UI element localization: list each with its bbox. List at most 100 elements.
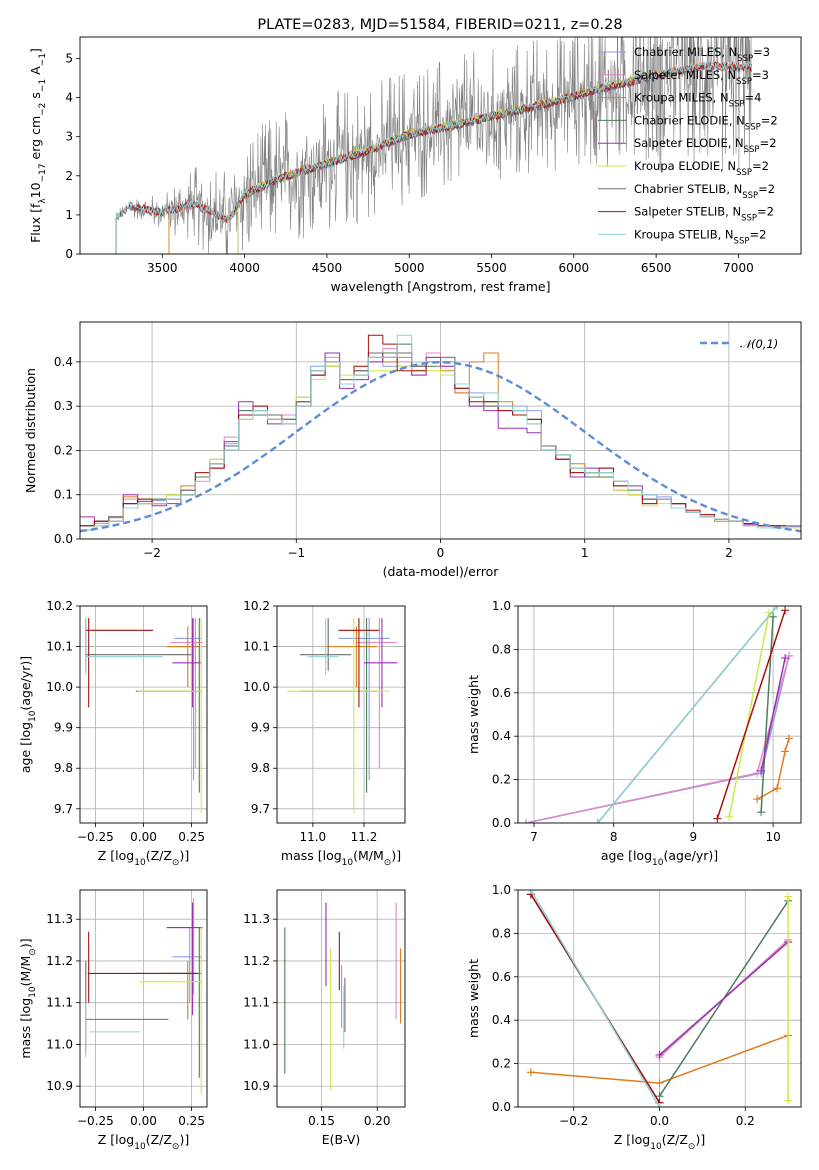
plot-area — [80, 890, 207, 1107]
y-axis-label: mass [log10(M/M⊙)] — [18, 938, 38, 1058]
model-spectrum-kroupa_stelib — [115, 60, 752, 254]
mass-weight-vs-metallicity-panel: −0.2 0.0 0.2 0.0 0.2 0.4 0.6 0.8 1.0 Z [log10(Z/Z… — [466, 883, 802, 1152]
legend-label-normal: 𝒩(0,1) — [740, 337, 778, 351]
weight-line-kroupa_stelib — [530, 890, 661, 1107]
x-tick-label: 0.20 — [364, 1114, 391, 1128]
x-tick-label: 9 — [690, 830, 698, 844]
age-vs-mass-panel: 11.0 11.2 9.7 9.8 9.9 10.0 10.1 10.2 mass [log10… — [243, 599, 406, 868]
x-tick-label: 4500 — [312, 261, 343, 275]
y-tick-label: 2 — [65, 169, 73, 183]
legend-text: =2 — [749, 227, 766, 241]
x-axis-label: Z [log10(Z/Z⊙)] — [98, 1132, 189, 1152]
y-tick-label: 11.2 — [243, 954, 270, 968]
x-axis-label-part: )] — [695, 1132, 705, 1147]
y-tick-label: 11.0 — [46, 1037, 73, 1051]
y-tick-label: 11.3 — [243, 912, 270, 926]
x-axis-label-part: ⊙ — [384, 858, 392, 868]
legend-text: =3 — [752, 68, 769, 82]
legend-label-chabrier_elodie: Chabrier ELODIE, NSSP=2 — [634, 113, 778, 132]
weight-line-salpeter_stelib — [716, 610, 786, 819]
legend-text: Kroupa STELIB, N — [634, 227, 734, 241]
axes-frame — [79, 605, 208, 824]
y-tick-label: 0.0 — [492, 816, 511, 830]
x-tick-label: 0.15 — [308, 1114, 335, 1128]
x-axis-label-part: age [log — [601, 848, 652, 863]
plot-area — [277, 606, 405, 823]
y-axis-label-part: 10 — [28, 182, 43, 198]
weight-marker-chabrier_elodie — [757, 808, 766, 817]
legend-sub: SSP — [736, 77, 752, 87]
legend-text: Chabrier STELIB, N — [634, 182, 742, 196]
axes-frame — [276, 889, 406, 1108]
legend-text: =3 — [753, 45, 770, 59]
weight-line-chabrier_elodie — [760, 616, 774, 813]
y-tick-label: 9.9 — [251, 721, 270, 735]
y-axis-label-part: 10 — [28, 986, 38, 998]
weight-line-kroupa_stelib — [597, 606, 778, 823]
legend-text: =2 — [752, 159, 769, 173]
legend-text: =4 — [744, 91, 761, 105]
x-tick-label: 0 — [437, 546, 445, 560]
y-tick-label: 11.3 — [46, 912, 73, 926]
x-tick-label: 0.2 — [736, 1114, 755, 1128]
legend-text: =2 — [761, 113, 778, 127]
axes-frame — [79, 36, 802, 255]
x-tick-label: 8 — [610, 830, 618, 844]
x-axis-label-part: (Z/Z — [146, 848, 172, 863]
x-axis-label: (data-model)/error — [383, 564, 500, 579]
y-tick-label: 10.1 — [46, 640, 73, 654]
y-axis-label-part: −17 — [38, 163, 48, 182]
x-tick-label: 4000 — [229, 261, 260, 275]
x-tick-label: 6000 — [559, 261, 590, 275]
y-axis-label-part: (age/yr)] — [18, 656, 33, 711]
y-tick-label: 0.8 — [492, 926, 511, 940]
y-axis-label-part: s — [28, 92, 43, 103]
y-axis-label-part: mass [log — [18, 998, 33, 1059]
x-axis-label-part: )] — [179, 1132, 189, 1147]
x-axis-label-part: ⊙ — [172, 858, 180, 868]
x-tick-label: 0.0 — [650, 1114, 669, 1128]
x-tick-label: 0.00 — [130, 830, 157, 844]
x-tick-label: 11.0 — [299, 830, 326, 844]
plot-area — [518, 606, 801, 823]
figure-title: PLATE=0283, MJD=51584, FIBERID=0211, z=0… — [257, 17, 622, 33]
weight-marker-kroupa_elodie — [784, 1096, 793, 1105]
weight-line-kroupa_elodie — [728, 612, 770, 817]
x-tick-label: 7 — [530, 830, 538, 844]
y-axis-label-part: (M/M — [18, 956, 33, 987]
x-axis-label-part: Z [log — [98, 848, 134, 863]
weight-marker-kroupa_stelib — [655, 1103, 664, 1107]
x-axis-label-part: ⊙ — [172, 1142, 180, 1152]
y-axis-label-part: −1 — [38, 53, 48, 66]
x-axis-label-part: Z [log — [614, 1132, 650, 1147]
y-axis-label: Flux [fλ10−17 erg cm−2 s−1 A−1] — [28, 48, 48, 243]
y-tick-label: 3 — [65, 130, 73, 144]
x-axis-label-part: 10 — [342, 858, 354, 868]
weight-marker-kroupa_stelib — [593, 819, 602, 823]
y-tick-label: 0.8 — [492, 642, 511, 656]
legend-label-kroupa_elodie: Kroupa ELODIE, NSSP=2 — [634, 159, 769, 178]
legend-text: Kroupa ELODIE, N — [634, 159, 736, 173]
weight-marker-salpeter_elodie — [655, 1050, 664, 1059]
y-tick-label: 10.0 — [46, 680, 73, 694]
x-axis-label-part: 10 — [650, 1142, 662, 1152]
y-tick-label: 10.1 — [243, 640, 270, 654]
plot-area — [80, 606, 207, 823]
y-tick-label: 0.2 — [54, 443, 73, 457]
x-tick-label: 2 — [725, 546, 733, 560]
y-axis-label-part: A — [28, 66, 43, 79]
y-axis-label-part: Flux [f — [28, 203, 43, 243]
x-axis-label-part: (Z/Z — [662, 1132, 688, 1147]
weight-marker-salpeter_elodie — [781, 654, 790, 663]
legend-label-kroupa_stelib: Kroupa STELIB, NSSP=2 — [634, 227, 766, 246]
x-tick-label: 0.25 — [178, 1114, 205, 1128]
y-tick-label: 4 — [65, 91, 73, 105]
legend-text: Kroupa MILES, N — [634, 91, 729, 105]
x-axis-label-part: 10 — [134, 1142, 146, 1152]
y-axis-label-part: λ — [38, 198, 48, 204]
y-tick-label: 5 — [65, 52, 73, 66]
weight-marker-salpeter_miles — [521, 819, 530, 823]
x-tick-label: −0.2 — [559, 1114, 588, 1128]
plot-area — [80, 322, 801, 539]
